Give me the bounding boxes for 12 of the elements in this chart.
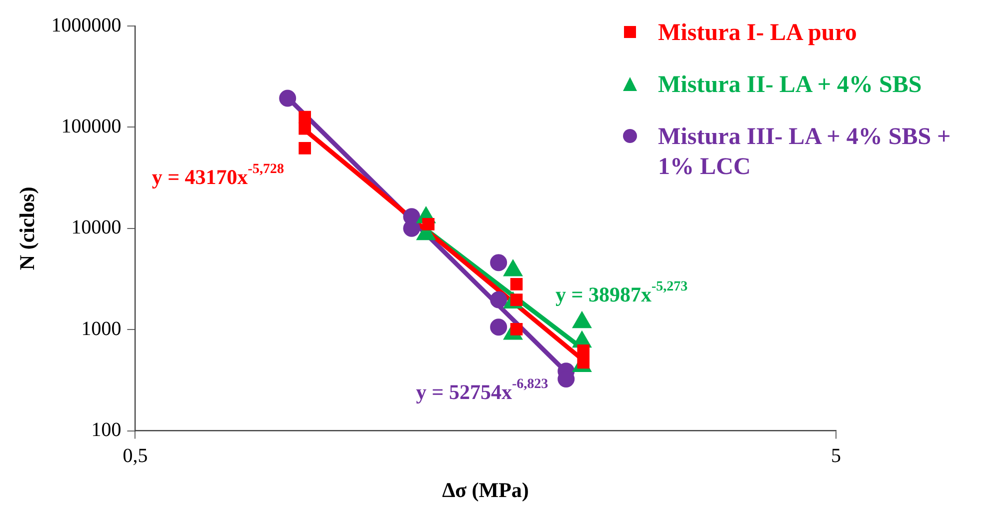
y-axis-title: N (ciclos) [15, 186, 40, 270]
legend-label: Mistura III- LA + 4% SBS + 1% LCC [658, 123, 952, 182]
y-tick-label: 100 [91, 419, 122, 442]
y-tick-label: 100000 [61, 115, 122, 138]
legend-label: Mistura I- LA puro [658, 19, 857, 48]
y-tick-label: 10000 [71, 216, 122, 239]
x-axis-title: ∆σ (MPa) [442, 478, 529, 502]
y-tick-label: 1000000 [51, 14, 122, 36]
legend-label: Mistura II- LA + 4% SBS [658, 71, 922, 100]
x-tick-label: 5 [831, 445, 841, 468]
x-tick-label: 0,5 [122, 445, 148, 468]
y-tick-label: 1000 [81, 318, 122, 340]
